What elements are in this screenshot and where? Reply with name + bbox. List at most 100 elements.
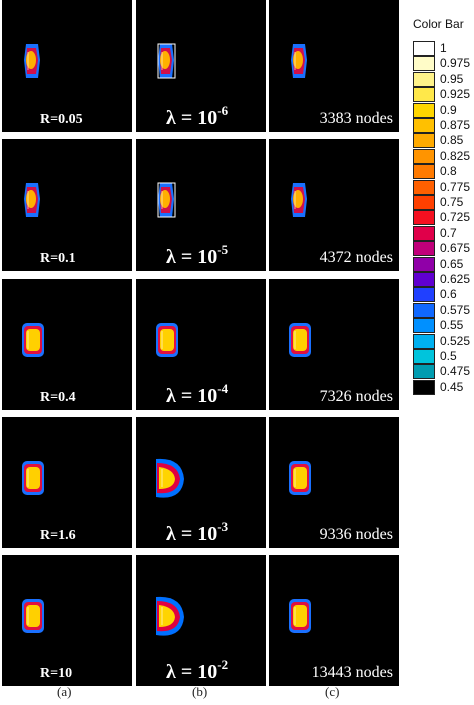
- lambda-exponent: -6: [217, 103, 229, 118]
- colorbar-level-label: 0.7: [440, 225, 457, 240]
- panel-a-row-1: R=0.05: [2, 0, 132, 132]
- panel-c-row-4: 9336 nodes: [269, 417, 399, 548]
- panel-a-row-2: R=0.1: [2, 139, 132, 271]
- colorbar-swatch: [413, 364, 435, 380]
- r-value-label: R=0.05: [40, 112, 83, 127]
- colorbar-level-label: 0.5: [440, 349, 457, 363]
- plume-blob: [22, 599, 44, 633]
- plume-blob: [289, 323, 311, 357]
- colorbar-level-label: 0.525: [440, 333, 471, 348]
- r-value-label: R=1.6: [40, 528, 76, 543]
- colorbar-level-label: 0.8: [440, 164, 457, 179]
- plume-blob: [24, 44, 40, 78]
- colorbar-level-label: 0.65: [440, 256, 464, 271]
- lambda-exponent: -5: [217, 242, 229, 257]
- colorbar-swatch: [413, 41, 435, 56]
- colorbar-swatch: [413, 118, 435, 133]
- column-label-a: (a): [57, 684, 72, 699]
- colorbar-swatch: [413, 287, 435, 303]
- node-count-label: 3383 nodes: [319, 110, 393, 127]
- colorbar-swatch: [413, 71, 435, 87]
- node-count-label: 7326 nodes: [319, 388, 393, 405]
- r-value-label: R=10: [40, 666, 73, 681]
- colorbar-swatch: [413, 349, 435, 364]
- colorbar-level-label: 0.9: [440, 102, 457, 117]
- colorbar-swatch: [413, 241, 435, 257]
- colorbar-swatch: [413, 133, 435, 149]
- colorbar-swatch: [413, 148, 435, 164]
- colorbar-title: Color Bar: [413, 17, 464, 31]
- panel-c-row-3: 7326 nodes: [269, 279, 399, 410]
- lambda-base: λ = 10: [166, 661, 218, 683]
- colorbar-level-label: 0.95: [440, 71, 464, 86]
- colorbar-swatch: [413, 318, 435, 334]
- lambda-base: λ = 10: [166, 523, 218, 545]
- colorbar-level-label: 0.625: [440, 272, 471, 286]
- r-value-label: R=0.4: [40, 390, 76, 405]
- colorbar-level-label: 0.6: [440, 287, 457, 302]
- node-count-label: 13443 nodes: [311, 664, 393, 681]
- lambda-label: λ = 10-6: [166, 103, 228, 130]
- colorbar-swatch: [413, 272, 435, 287]
- node-count-label: 4372 nodes: [319, 249, 393, 266]
- plume-blob: [291, 44, 307, 78]
- colorbar-level-label: 0.925: [440, 87, 471, 102]
- colorbar-level-label: 0.975: [440, 56, 471, 71]
- colorbar-level-label: 0.725: [440, 210, 471, 225]
- panel-b-row-1: λ = 10-6: [136, 0, 266, 132]
- panel-b-row-4: λ = 10-3: [136, 417, 266, 548]
- colorbar-level-label: 0.475: [440, 364, 471, 379]
- colorbar-swatch: [413, 379, 435, 395]
- colorbar-level-label: 0.575: [440, 302, 471, 317]
- panel-a-row-5: R=10: [2, 555, 132, 686]
- plume-blob: [24, 183, 40, 217]
- r-value-label: R=0.1: [40, 251, 76, 266]
- colorbar-level-label: 0.875: [440, 118, 471, 132]
- colorbar-level-label: 0.85: [440, 133, 464, 148]
- plume-blob: [156, 458, 184, 498]
- panel-b-row-3: λ = 10-4: [136, 279, 266, 410]
- colorbar-swatch: [413, 102, 435, 118]
- plume-blob: [157, 43, 176, 79]
- plume-blob: [156, 323, 178, 357]
- colorbar-level-label: 1: [440, 41, 447, 55]
- plume-blob: [289, 599, 311, 633]
- plume-blob: [291, 183, 307, 217]
- panel-a-row-4: R=1.6: [2, 417, 132, 548]
- colorbar-swatch: [413, 210, 435, 226]
- lambda-label: λ = 10-3: [166, 519, 228, 546]
- colorbar-swatch: [413, 179, 435, 195]
- colorbar-level-label: 0.825: [440, 148, 471, 163]
- panel-a-row-3: R=0.4: [2, 279, 132, 410]
- column-label-b: (b): [192, 684, 208, 699]
- colorbar-swatch: [413, 195, 435, 210]
- plume-blob: [156, 596, 184, 636]
- panel-c-row-1: 3383 nodes: [269, 0, 399, 132]
- plume-blob: [289, 461, 311, 495]
- lambda-exponent: -3: [217, 519, 229, 534]
- colorbar-level-label: 0.45: [440, 379, 464, 394]
- lambda-base: λ = 10: [166, 246, 218, 268]
- lambda-exponent: -2: [217, 657, 229, 672]
- colorbar-level-label: 0.55: [440, 318, 464, 333]
- colorbar-level-label: 0.775: [440, 179, 471, 194]
- plume-blob: [157, 182, 176, 218]
- colorbar-swatch: [413, 333, 435, 349]
- panel-c-row-5: 13443 nodes: [269, 555, 399, 686]
- lambda-exponent: -4: [217, 381, 229, 396]
- panel-b-row-5: λ = 10-2: [136, 555, 266, 686]
- column-label-c: (c): [325, 684, 340, 699]
- colorbar-swatch: [413, 56, 435, 72]
- lambda-base: λ = 10: [166, 107, 218, 129]
- panel-c-row-2: 4372 nodes: [269, 139, 399, 271]
- colorbar-swatch: [413, 87, 435, 103]
- lambda-label: λ = 10-4: [166, 381, 228, 408]
- colorbar-swatch: [413, 302, 435, 318]
- colorbar-swatch: [413, 256, 435, 272]
- panel-b-row-2: λ = 10-5: [136, 139, 266, 271]
- colorbar-level-label: 0.75: [440, 195, 464, 209]
- colorbar-swatch: [413, 225, 435, 241]
- plume-blob: [22, 461, 44, 495]
- plume-blob: [22, 323, 44, 357]
- lambda-base: λ = 10: [166, 385, 218, 407]
